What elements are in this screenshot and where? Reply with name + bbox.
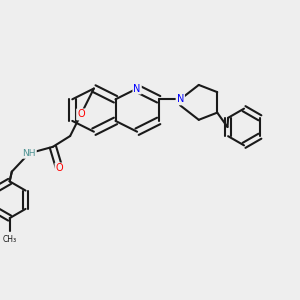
Text: O: O <box>56 164 63 173</box>
Text: NH: NH <box>22 149 36 158</box>
Text: N: N <box>177 94 184 104</box>
Text: N: N <box>134 83 141 94</box>
Text: O: O <box>77 110 85 119</box>
Text: CH₃: CH₃ <box>3 235 17 244</box>
